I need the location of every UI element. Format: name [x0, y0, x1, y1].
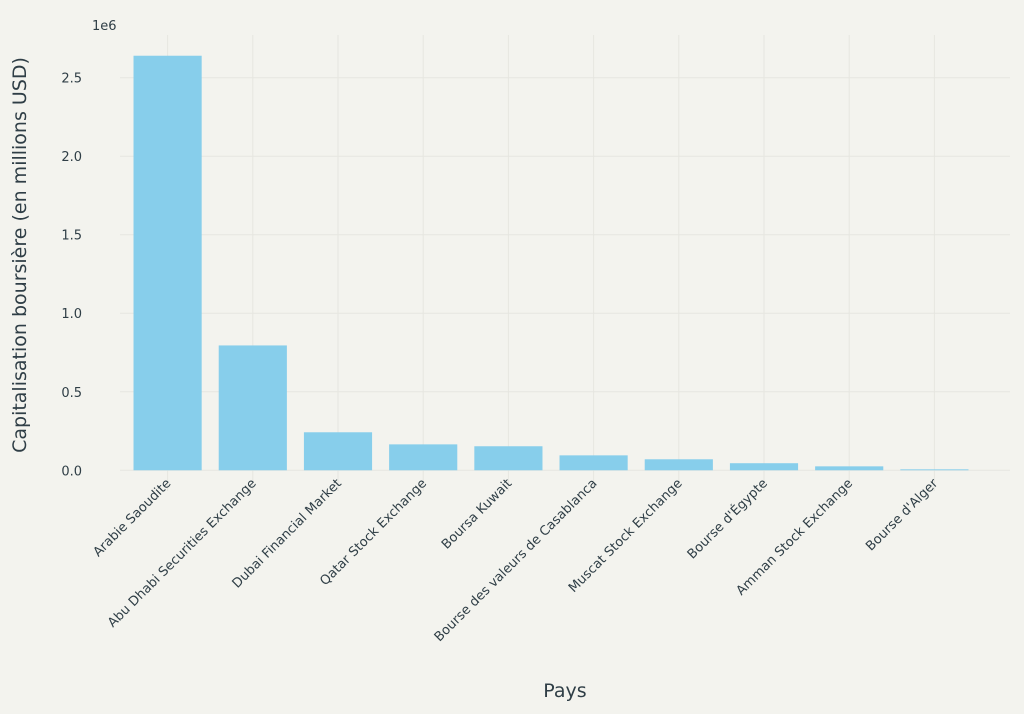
y-tick-label: 1.0: [61, 307, 82, 322]
y-tick-label: 2.0: [61, 150, 82, 165]
x-axis-label: Pays: [543, 680, 586, 702]
y-tick-label: 0.0: [61, 464, 82, 479]
y-tick-label: 0.5: [61, 386, 82, 401]
bar: [815, 466, 884, 471]
bar: [218, 345, 287, 471]
bar: [729, 463, 799, 471]
bar: [559, 455, 628, 471]
bar: [644, 459, 713, 471]
bar: [900, 469, 969, 471]
y-tick-label: 1.5: [61, 229, 82, 244]
axis-offset-label: 1e6: [92, 19, 117, 34]
bar: [389, 444, 458, 471]
y-tick-label: 2.5: [61, 72, 82, 87]
bar: [474, 446, 543, 471]
y-axis-label: Capitalisation boursière (en millions US…: [9, 57, 31, 453]
bar: [303, 432, 373, 471]
bar: [133, 55, 202, 471]
